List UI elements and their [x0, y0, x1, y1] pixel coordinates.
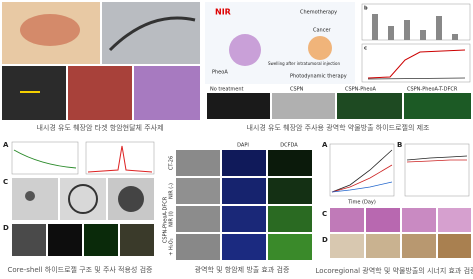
injection-images [12, 224, 154, 256]
row-label: NIR (-) [169, 183, 175, 199]
caption: 광역학 및 항암제 방출 효과 검증 [195, 265, 290, 274]
schematic-label: NIR [215, 8, 231, 17]
caption: 내시경 유도 췌장암 타겟 항암현달체 주사제 [36, 123, 163, 132]
row-label: CT-26 [169, 156, 175, 170]
caption: Locoregional 광역학 및 약물방출의 시너지 효과 검증 [316, 266, 473, 275]
group-label: CSPN-PheoA [345, 87, 377, 93]
he-images [330, 208, 471, 232]
caption: 내시경 유도 췌장암 주사용 광역학 약물방출 하이드로젤의 제조 [246, 123, 430, 132]
panel-label: c [364, 46, 367, 52]
tunel-images [330, 234, 471, 258]
row-label: NIR (I) [169, 211, 175, 227]
schematic-label: PheoA [212, 70, 228, 76]
panel-label: C [322, 210, 327, 218]
schematic-label: Swelling after intratumoral injection [268, 61, 340, 66]
group-label: CSPN-PheoA-T-DFCR [407, 87, 458, 93]
panel-label: D [3, 224, 9, 232]
panel-label: B [397, 141, 402, 149]
endoscope-tube [108, 16, 196, 52]
column-label: DAPI [237, 143, 249, 149]
spectrum-line [87, 145, 153, 173]
hydrogel-drawing [229, 34, 261, 66]
axis-label: Time (Day) [347, 200, 376, 206]
panel-label: A [3, 141, 9, 149]
schematic-label: Photodynamic therapy [290, 74, 347, 80]
group-images [207, 93, 471, 119]
weight-lines [406, 155, 468, 163]
tissue-photo [68, 66, 132, 120]
spectrum-line [13, 149, 77, 169]
microscopy-grid [176, 150, 312, 260]
schematic-label: Cancer [313, 28, 332, 34]
histology-image [134, 66, 200, 120]
growth-lines [331, 149, 393, 193]
line [367, 77, 466, 80]
endoscope-photo [102, 2, 200, 64]
line [367, 49, 466, 79]
panel-label: D [322, 236, 328, 244]
row-label: CSPN-PheoA-DFCR [163, 196, 169, 243]
caption: Core-shell 하이드로젤 구조 및 주사 적용성 검증 [8, 265, 154, 274]
plot-frame [11, 141, 79, 175]
cancer-cell-drawing [308, 36, 332, 60]
column-label: DCFDA [280, 143, 298, 149]
line-chart-frame [361, 43, 471, 83]
organ-drawing [20, 14, 80, 46]
row-label: + H₂O₂ [169, 238, 175, 255]
plot-frame [404, 143, 470, 197]
panel-label: C [3, 178, 8, 186]
tem-images [12, 178, 154, 220]
schematic-label: Chemotherapy [300, 10, 337, 16]
group-label: No treatment [210, 87, 244, 93]
group-label: CSPN [290, 87, 304, 93]
bars [372, 14, 458, 40]
panel-label: b [364, 6, 368, 12]
panel-label: A [322, 141, 328, 149]
